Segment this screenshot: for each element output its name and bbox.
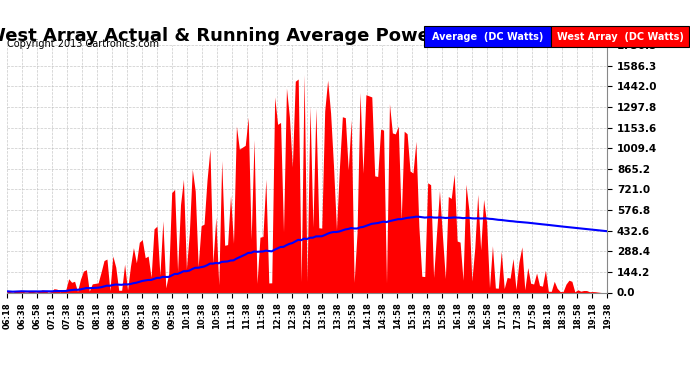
Text: West Array  (DC Watts): West Array (DC Watts) — [557, 32, 684, 42]
Text: Average  (DC Watts): Average (DC Watts) — [432, 32, 543, 42]
Title: West Array Actual & Running Average Power Mon Aug 12 19:57: West Array Actual & Running Average Powe… — [0, 27, 628, 45]
Text: Copyright 2013 Cartronics.com: Copyright 2013 Cartronics.com — [7, 39, 159, 50]
